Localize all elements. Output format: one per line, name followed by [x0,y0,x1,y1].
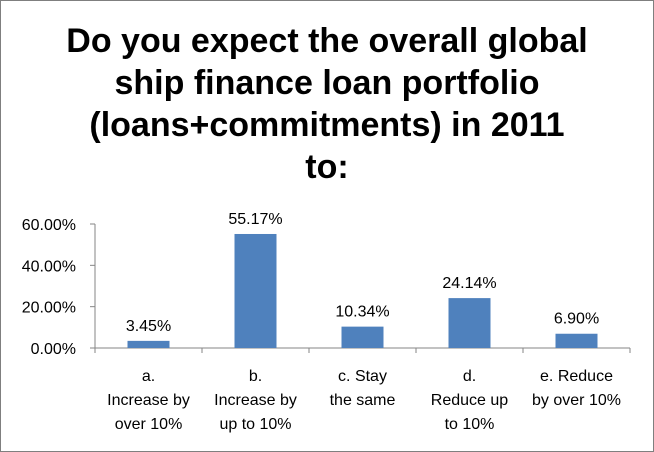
x-category-label-2: up to 10% [219,416,291,433]
x-category-label-2: b. [249,368,262,385]
x-category-label-5: e. Reduce [540,368,613,385]
x-category-label-2: Increase by [214,392,297,409]
y-tick-label: 20.00% [22,300,76,317]
x-category-label-3: the same [330,392,396,409]
bar-2 [234,233,277,348]
y-tick-label: 60.00% [22,217,76,234]
y-tick-label: 0.00% [31,341,76,358]
title-line-3: (loans+commitments) in 2011 [89,106,565,144]
y-tick-label: 40.00% [22,258,76,275]
data-label-3: 10.34% [335,304,389,321]
bar-4 [448,298,491,348]
x-category-label-4: Reduce up [431,392,508,409]
title-line-4: to: [305,148,349,186]
bar-1 [127,340,170,348]
x-category-label-1: a. [142,368,155,385]
x-category-label-5: by over 10% [532,392,621,409]
title-line-1: Do you expect the overall global [66,22,588,60]
data-label-4: 24.14% [442,275,496,292]
data-label-2: 55.17% [228,211,282,228]
x-category-label-1: over 10% [115,416,183,433]
data-label-1: 3.45% [126,318,171,335]
bar-5 [555,333,598,348]
bar-3 [341,326,384,348]
chart-title: Do you expect the overall global ship fi… [0,20,654,188]
x-category-label-4: to 10% [445,416,495,433]
x-category-label-1: Increase by [107,392,190,409]
x-category-label-4: d. [463,368,476,385]
title-line-2: ship finance loan portfolio [114,64,540,102]
data-label-5: 6.90% [554,311,599,328]
x-category-label-3: c. Stay [338,368,387,385]
